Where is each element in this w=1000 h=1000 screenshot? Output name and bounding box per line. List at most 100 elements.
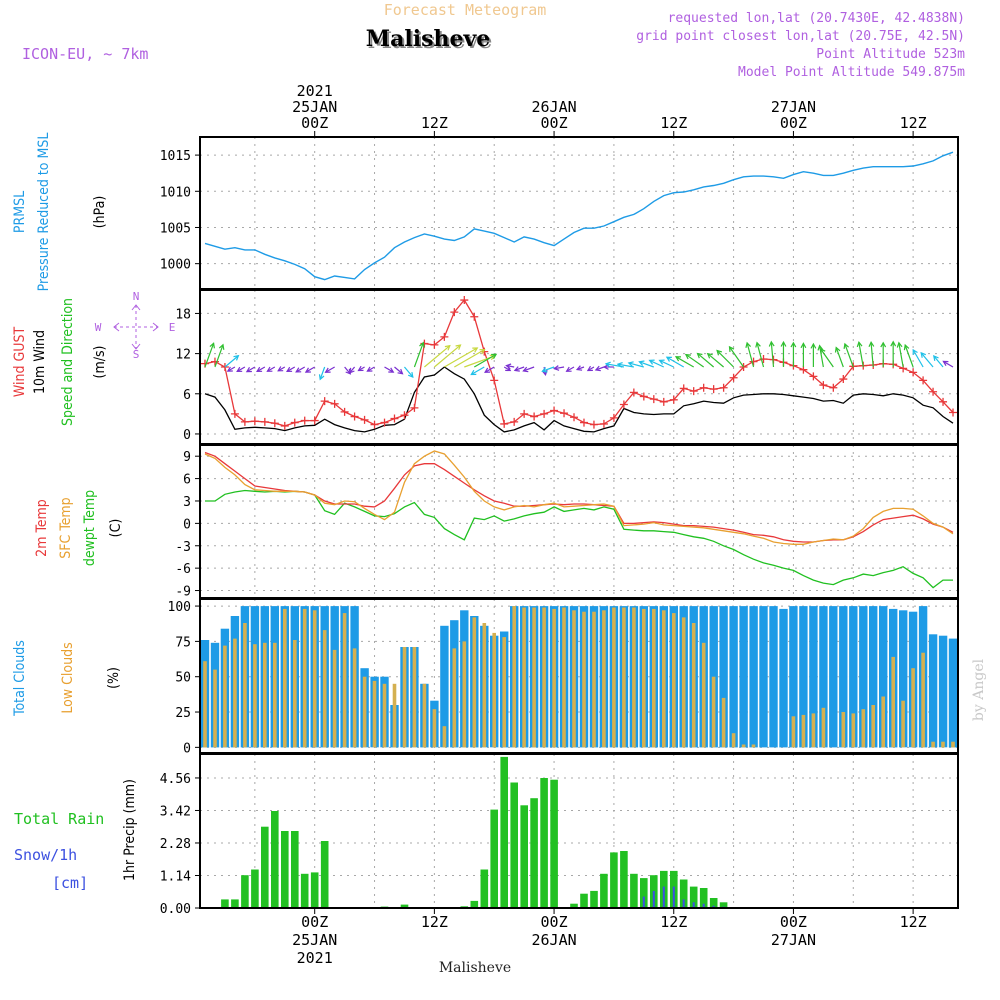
wind-arrow (433, 344, 462, 368)
wind-arrow (413, 341, 425, 368)
wind-arrow (505, 363, 515, 370)
wind-arrow-head (684, 353, 691, 360)
wind-arrow-head (834, 346, 841, 353)
total-cloud-bar (869, 606, 878, 748)
gust-marker (669, 395, 678, 404)
wind-arrow-shaft (554, 366, 565, 370)
time-label-bottom: 27JAN (771, 931, 816, 949)
low-cloud-bar (302, 608, 307, 748)
wind-arrow (236, 366, 246, 373)
wind-arrow (245, 366, 256, 373)
gust-marker (689, 387, 698, 396)
y-tick-label: 18 (175, 307, 191, 322)
wind-arrow (575, 365, 585, 371)
wind-arrow (384, 366, 395, 373)
rain-bar (300, 873, 309, 908)
pressure-line (204, 151, 954, 281)
low-cloud-bar (562, 607, 566, 748)
low-cloud-bar (372, 680, 377, 748)
wind-arrow (843, 342, 854, 368)
legend-snow-units: [cm] (52, 874, 88, 892)
wind-arrow (745, 341, 755, 368)
gust-marker (430, 340, 439, 349)
y-tick-label: -6 (175, 562, 191, 577)
wind-arrow-head (665, 356, 672, 362)
wind-arrow (256, 366, 266, 373)
low-cloud-bar (362, 676, 367, 748)
wind-arrow (224, 354, 240, 368)
panel-border (199, 753, 959, 909)
time-label-top: 00Z (780, 114, 807, 132)
low-cloud-bar (342, 613, 347, 748)
time-label-bottom: 12Z (421, 913, 448, 931)
low-cloud-bar (253, 644, 257, 748)
rain-bar (400, 904, 409, 908)
wind-arrow (522, 366, 535, 373)
low-cloud-bar (721, 697, 726, 748)
wind-arrow (357, 365, 365, 372)
wind-arrow-shaft (595, 366, 605, 371)
time-label-bottom: 00Z (780, 913, 807, 931)
wind-axis-label: (m/s) (92, 346, 108, 379)
snow-bar (682, 899, 685, 908)
wind-arrow (768, 340, 775, 368)
wind-arrow-head (407, 371, 414, 378)
wind-arrow (464, 354, 496, 368)
wind-arrow (896, 341, 904, 368)
total-cloud-bar (809, 606, 818, 748)
wind-arrow-head (470, 369, 477, 376)
time-label-bottom: 00Z (541, 913, 568, 931)
wind-speed-line (204, 366, 954, 433)
wind-arrow-head (745, 341, 752, 348)
rain-bar (320, 841, 329, 908)
low-cloud-bar (821, 707, 826, 748)
wind-arrow-shaft (716, 350, 735, 368)
chart-panels: 1000 1005 1010 1015 0 6 12 18 -9 -6 -3 0 3 6 9 0 25 50 75 1… (12, 133, 959, 917)
wind-arrow-head (266, 366, 273, 372)
wind-arrow-shaft (305, 366, 315, 373)
low-cloud-bar (322, 630, 327, 748)
low-cloud-bar (452, 648, 457, 748)
wind-arrow-shaft (236, 366, 246, 372)
low-cloud-bar (213, 669, 217, 748)
low-cloud-bar (382, 683, 387, 748)
time-label-bottom: 12Z (900, 913, 927, 931)
wind-arrow (868, 340, 875, 368)
wind-arrow (728, 345, 745, 368)
total-cloud-bar (789, 606, 798, 748)
gust-marker (490, 376, 499, 385)
location-title: Malisheve (366, 26, 490, 52)
gust-marker (380, 418, 389, 427)
wind-arrow-head (541, 367, 548, 373)
wind-arrow (424, 344, 451, 368)
low-cloud-bar (851, 713, 856, 748)
y-tick-label: 4.56 (160, 772, 191, 787)
compass-rose: N S W E (95, 290, 176, 361)
gust-marker (340, 407, 349, 416)
total-cloud-bar (719, 606, 728, 748)
low-cloud-bar (622, 607, 626, 748)
rain-bar (709, 898, 718, 908)
gust-marker (220, 363, 229, 371)
wind-arrow-head (716, 349, 723, 356)
rain-bar (251, 869, 259, 908)
wind-arrow-head (479, 348, 486, 355)
low-cloud-bar (652, 608, 656, 748)
low-cloud-bar (263, 642, 267, 748)
low-cloud-bar (672, 613, 676, 748)
wind-arrow-head (397, 368, 404, 375)
rain-bar (570, 903, 578, 908)
snow-bar (712, 905, 715, 908)
wind-arrow (295, 366, 306, 373)
y-tick-label: 50 (175, 671, 191, 686)
low-cloud-bar (243, 623, 247, 748)
low-cloud-bar (891, 656, 895, 748)
total-cloud-bar (739, 606, 748, 748)
gust-marker (619, 400, 628, 409)
rain-bar (600, 873, 608, 908)
total-cloud-bar (879, 606, 888, 748)
total-cloud-bar (769, 606, 778, 748)
rain-bar (291, 831, 299, 908)
gust-marker (390, 414, 399, 423)
y-tick-label: 2.28 (160, 837, 191, 852)
